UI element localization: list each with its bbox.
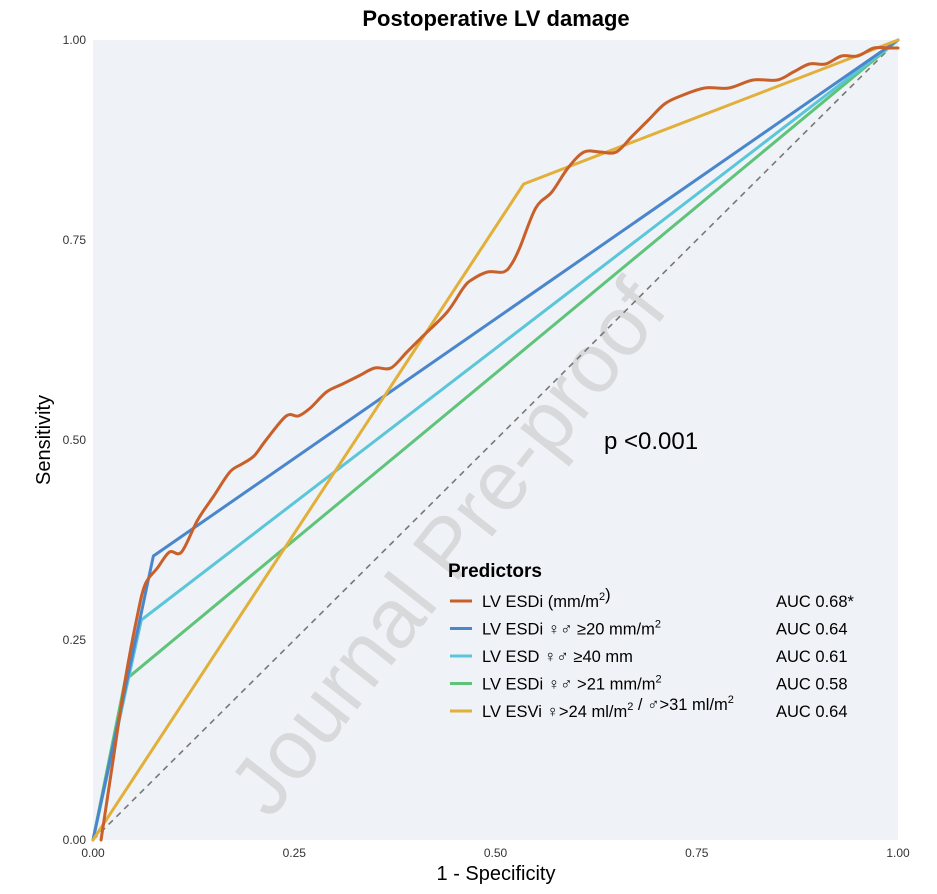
series-line-lv-esdi-mm-m2 xyxy=(99,45,900,842)
legend-label: LV ESVi ♀>24 ml/m2 / ♂>31 ml/m2 xyxy=(482,694,734,721)
legend-title: Predictors xyxy=(448,561,542,582)
legend-items: LV ESDi (mm/m2) AUC 0.68* LV ESDi ♀♂ ≥20 m… xyxy=(450,586,855,721)
series-layer xyxy=(91,38,900,842)
legend-item: LV ESD ♀♂ ≥40 mm AUC 0.61 xyxy=(450,648,848,666)
reference-diagonal xyxy=(92,39,899,841)
legend-auc: AUC 0.64 xyxy=(776,621,848,639)
reference-line-layer xyxy=(92,39,899,841)
x-tick-label: 1.00 xyxy=(886,846,910,860)
legend-item: LV ESVi ♀>24 ml/m2 / ♂>31 ml/m2 AUC 0.64 xyxy=(450,694,848,721)
x-tick-label: 0.75 xyxy=(685,846,709,860)
p-value-annotation: p <0.001 xyxy=(604,428,698,455)
legend-auc: AUC 0.68* xyxy=(776,593,855,611)
legend-item: LV ESDi ♀♂ ≥20 mm/m2 AUC 0.64 xyxy=(450,619,848,639)
chart-title: Postoperative LV damage xyxy=(362,6,629,31)
legend: Predictors LV ESDi (mm/m2) AUC 0.68*LV ES… xyxy=(448,561,855,721)
legend-auc: AUC 0.61 xyxy=(776,648,848,666)
legend-label: LV ESDi ♀♂ >21 mm/m2 xyxy=(482,674,662,694)
legend-label: LV ESDi ♀♂ ≥20 mm/m2 xyxy=(482,619,661,639)
legend-auc: AUC 0.64 xyxy=(776,703,848,721)
y-tick-label: 0.00 xyxy=(63,833,87,847)
y-tick-label: 0.75 xyxy=(63,233,87,247)
series-line-lv-esdi-20-mm-m2 xyxy=(91,38,900,842)
legend-label: LV ESDi (mm/m2) xyxy=(482,586,611,611)
legend-item: LV ESDi (mm/m2) AUC 0.68* xyxy=(450,586,855,611)
axis-layer: 0.00 0.25 0.50 0.75 1.00 0.00 0.25 0.50 0.75 1.00 xyxy=(63,33,910,860)
y-tick-label: 0.25 xyxy=(63,633,87,647)
y-tick-label: 1.00 xyxy=(63,33,87,47)
y-axis-title: Sensitivity xyxy=(33,395,55,485)
x-tick-label: 0.00 xyxy=(81,846,105,860)
x-tick-label: 0.25 xyxy=(283,846,307,860)
x-tick-label: 0.50 xyxy=(484,846,508,860)
legend-label: LV ESD ♀♂ ≥40 mm xyxy=(482,648,633,666)
legend-auc: AUC 0.58 xyxy=(776,676,848,694)
legend-item: LV ESDi ♀♂ >21 mm/m2 AUC 0.58 xyxy=(450,674,848,694)
series-line-lv-esvi-24-ml-m2-31-ml-m2 xyxy=(91,38,900,842)
x-axis-title: 1 - Specificity xyxy=(437,863,556,885)
y-tick-label: 0.50 xyxy=(63,433,87,447)
